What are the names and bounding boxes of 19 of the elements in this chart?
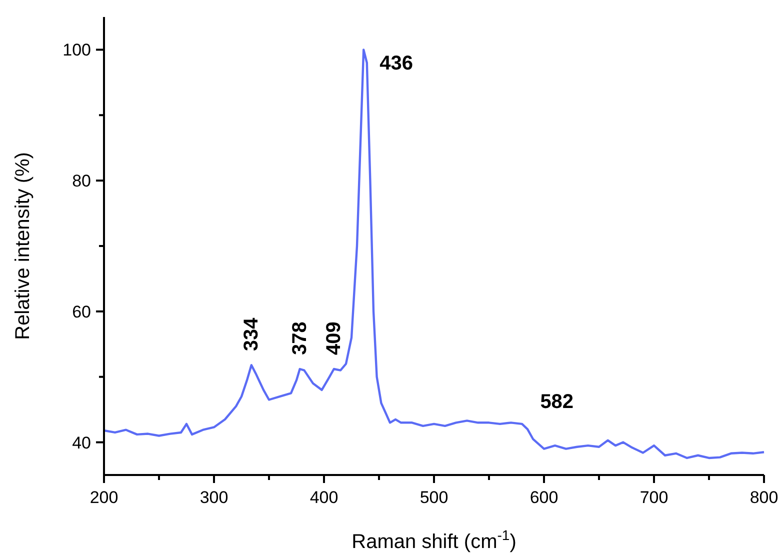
x-tick-label: 200 (90, 488, 118, 507)
annotation: 436 (380, 52, 413, 75)
y-tick-label: 80 (72, 172, 91, 191)
y-tick-label: 100 (62, 40, 91, 60)
annotation: 378 (288, 322, 311, 356)
x-tick-label: 300 (200, 488, 228, 507)
x-tick-label: 600 (530, 488, 558, 507)
x-tick-label: 800 (750, 488, 778, 507)
y-tick-label: 40 (72, 433, 91, 452)
x-tick-label: 400 (310, 488, 338, 507)
x-tick-label: 500 (420, 488, 448, 507)
y-tick-label: 60 (72, 302, 91, 322)
x-tick-label: 700 (640, 488, 668, 507)
x-axis-title: Raman shift (cm$^{-1}$) (352, 527, 516, 553)
annotation: 582 (540, 390, 574, 413)
annotation: 409 (322, 322, 345, 356)
y-axis-title: Relative intensity (%) (12, 152, 34, 340)
line-series (102, 48, 766, 460)
annotation: 334 (240, 316, 262, 352)
